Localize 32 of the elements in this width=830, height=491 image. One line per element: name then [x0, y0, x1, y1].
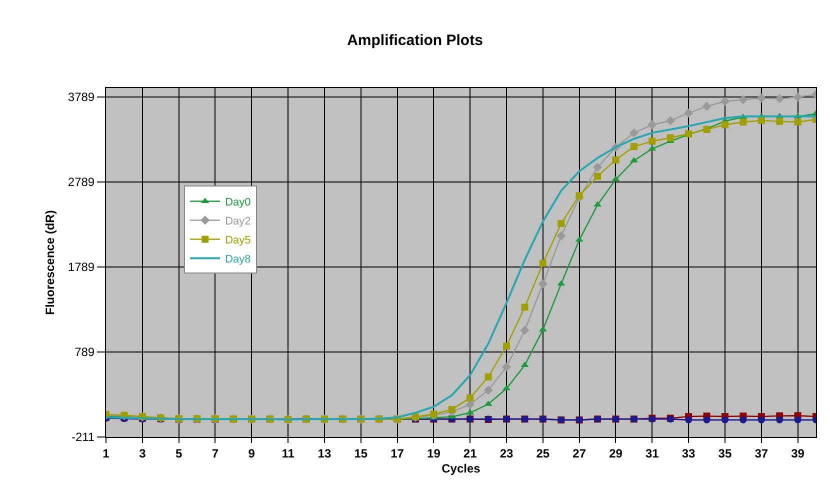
x-tick-label: 33	[682, 446, 696, 460]
x-tick-label: 35	[718, 446, 732, 460]
x-tick-label: 39	[791, 446, 805, 460]
x-tick-label: 29	[609, 446, 623, 460]
x-tick-label: 37	[754, 446, 768, 460]
legend-label: Day0	[225, 196, 251, 209]
x-tick-label: 3	[139, 446, 146, 460]
x-tick-label: 13	[318, 446, 332, 460]
x-tick-label: 25	[536, 446, 550, 460]
legend-label: Day2	[225, 216, 251, 228]
x-tick-label: 11	[282, 446, 295, 460]
legend-label: Day8	[225, 254, 251, 266]
y-tick-label: 1789	[68, 260, 95, 274]
x-tick-label: 15	[354, 446, 368, 460]
x-tick-label: 19	[427, 446, 441, 460]
y-tick-label: 2789	[68, 175, 95, 190]
x-axis-title: Cycles	[442, 461, 481, 476]
x-tick-label: 31	[645, 446, 660, 460]
y-axis-title: Fluorescence (dR)	[43, 210, 58, 315]
x-tick-label: 17	[390, 446, 404, 460]
y-tick-label: 3789	[68, 90, 95, 104]
x-tick-label: 23	[500, 446, 514, 460]
y-tick-label: 789	[74, 345, 95, 360]
x-tick-label: 7	[212, 446, 219, 460]
y-tick-label: -211	[71, 430, 95, 444]
chart-title: Amplification Plots	[347, 32, 483, 49]
x-tick-label: 27	[572, 446, 586, 460]
x-tick-label: 9	[248, 446, 256, 460]
x-tick-label: 21	[463, 446, 478, 460]
x-tick-label: 1	[102, 446, 110, 460]
legend-label: Day5	[225, 234, 251, 247]
x-tick-label: 5	[175, 446, 182, 460]
